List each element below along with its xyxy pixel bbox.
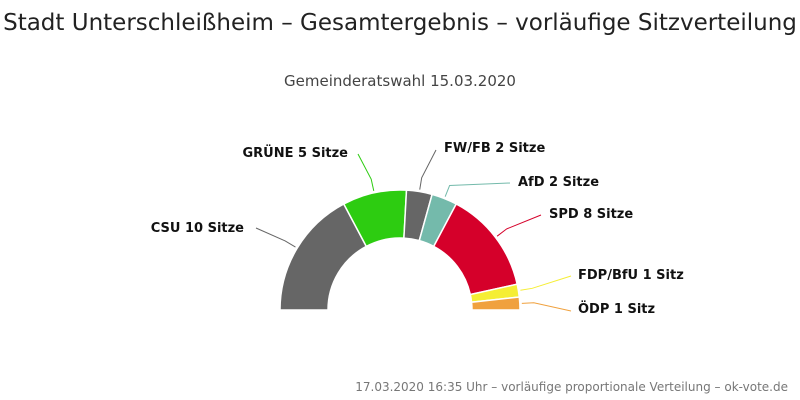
label-afd: AfD 2 Sitze (518, 175, 599, 190)
label-fdp-bfu: FDP/BfU 1 Sitz (578, 268, 684, 283)
connector-fw-fb (419, 149, 437, 190)
label-fw-fb: FW/FB 2 Sitze (444, 141, 545, 156)
connector-csu (255, 227, 296, 248)
connector-spd (496, 214, 542, 237)
connector-oedp (521, 302, 572, 312)
label-oedp: ÖDP 1 Sitz (578, 301, 655, 317)
chart-title: Stadt Unterschleißheim – Gesamtergebnis … (3, 10, 797, 36)
label-csu: CSU 10 Sitze (151, 221, 244, 236)
connector-gruene (357, 153, 375, 191)
connector-afd (444, 182, 511, 197)
label-gruene: GRÜNE 5 Sitze (242, 145, 348, 161)
chart-credits: 17.03.2020 16:35 Uhr – vorläufige propor… (355, 380, 788, 394)
slice-oedp[interactable] (470, 296, 521, 311)
chart-subtitle: Gemeinderatswahl 15.03.2020 (284, 72, 516, 90)
label-spd: SPD 8 Sitze (549, 207, 633, 222)
connector-fdp-bfu (520, 275, 572, 291)
